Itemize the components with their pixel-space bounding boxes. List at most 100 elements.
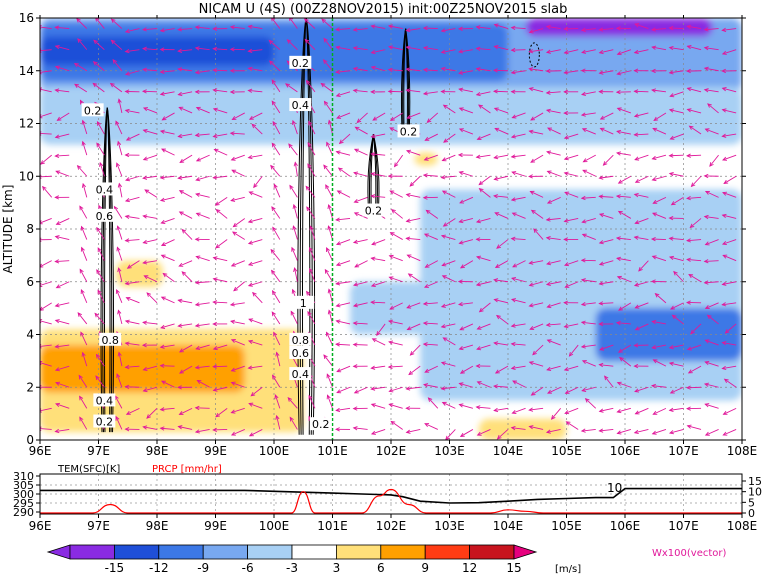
wind-vector-head (598, 408, 604, 413)
wind-vector-head (159, 363, 165, 368)
wind-vector-head (194, 323, 200, 328)
colorbar-segment (424, 544, 471, 560)
wind-vector (77, 312, 88, 325)
contour-label-bg (93, 208, 116, 222)
wind-vector-head (617, 348, 623, 353)
wind-vector (722, 49, 737, 55)
wind-vector (115, 121, 123, 135)
wind-vector (111, 18, 123, 29)
wind-vector (40, 302, 52, 311)
wind-vector (231, 407, 245, 414)
wind-vector-head (212, 387, 218, 392)
wind-vector (216, 209, 228, 219)
wind-vector-head (405, 88, 411, 93)
wind-vector (669, 27, 684, 29)
wind-vector-head (668, 345, 674, 350)
wind-vector-head (335, 427, 340, 432)
wind-vector (724, 378, 737, 388)
wind-vector-head (81, 119, 86, 125)
wind-vector (253, 175, 263, 188)
contour-label: 0.2 (292, 57, 310, 70)
wind-vector (669, 362, 684, 367)
wind-vector-head (390, 420, 396, 426)
wind-vector-head (650, 68, 656, 74)
wind-vector (115, 416, 123, 430)
wind-vector (55, 365, 70, 371)
wind-vector (705, 429, 719, 436)
wind-vector-head (598, 194, 604, 199)
wind-vector-head (511, 212, 517, 217)
shaded-region (40, 36, 274, 66)
wind-vector-head (409, 351, 415, 356)
wind-vector (161, 218, 175, 224)
wind-vector (581, 91, 596, 95)
wind-vector-head (598, 428, 604, 433)
surface-left-tick-label: 305 (13, 479, 34, 492)
wind-vector-head (370, 430, 376, 435)
wind-vector-head (54, 25, 60, 30)
wind-vector-head (115, 120, 120, 126)
wind-vector-head (478, 188, 484, 193)
wind-vector (635, 218, 649, 224)
wind-vector-head (79, 268, 84, 274)
wind-vector-head (371, 338, 377, 343)
wind-vector-head (616, 151, 621, 156)
wind-vector (564, 365, 579, 371)
wind-vector-head (389, 305, 395, 310)
wind-vector-head (563, 237, 569, 242)
wind-vector-head (305, 185, 310, 191)
wind-vector-head (478, 307, 484, 313)
wind-vector-head (668, 108, 674, 113)
wind-vector-head (704, 305, 710, 309)
wind-vector (307, 163, 316, 177)
wind-vector (56, 281, 70, 289)
wind-vector (195, 323, 210, 327)
wind-vector (408, 273, 421, 283)
x-tick-label: 101E (317, 444, 348, 458)
wind-vector-head (160, 219, 166, 224)
wind-vector-head (598, 240, 604, 245)
wind-vector-head (54, 65, 60, 70)
wind-vector (707, 314, 719, 325)
wind-vector-head (528, 425, 534, 430)
chart-title: NICAM U (4S) (00Z28NOV2015) init:00Z25NO… (199, 2, 568, 17)
wind-vector (564, 172, 579, 177)
wind-vector (116, 247, 123, 261)
surface-right-tick-label: 10 (748, 486, 762, 499)
wind-vector-head (125, 410, 131, 415)
wind-vector (354, 196, 368, 203)
wind-vector-head (389, 116, 395, 121)
wind-vector-head (212, 321, 218, 327)
wind-vector-head (405, 386, 411, 391)
wind-vector-head (370, 194, 376, 199)
wind-vector (691, 175, 702, 187)
wind-vector-head (352, 426, 358, 431)
wind-vector (326, 374, 333, 388)
wind-vector (529, 28, 544, 33)
wind-vector (459, 88, 473, 93)
wind-vector-head (528, 407, 534, 412)
wind-vector-head (40, 160, 45, 165)
wind-vector-head (370, 65, 376, 71)
wind-vector (406, 68, 421, 72)
wind-vector (406, 386, 421, 390)
wind-vector (564, 191, 579, 198)
wind-vector (423, 27, 438, 29)
wind-vector-head (442, 222, 448, 227)
surface-x-tick-label: 105E (551, 519, 582, 533)
wind-vector-head (721, 68, 726, 74)
wind-vector-head (651, 45, 657, 50)
wind-vector-head (247, 219, 253, 224)
wind-vector-head (124, 71, 130, 76)
wind-vector-head (634, 326, 640, 331)
wind-vector (407, 254, 421, 262)
wind-vector (617, 276, 632, 283)
wind-vector (271, 270, 281, 283)
wind-vector-head (408, 370, 414, 376)
wind-vector-head (336, 190, 342, 195)
wind-vector (476, 281, 491, 286)
wind-vector-head (56, 116, 62, 121)
wind-vector-head (407, 273, 413, 278)
wind-vector (161, 148, 175, 156)
wind-vector-head (178, 106, 184, 111)
